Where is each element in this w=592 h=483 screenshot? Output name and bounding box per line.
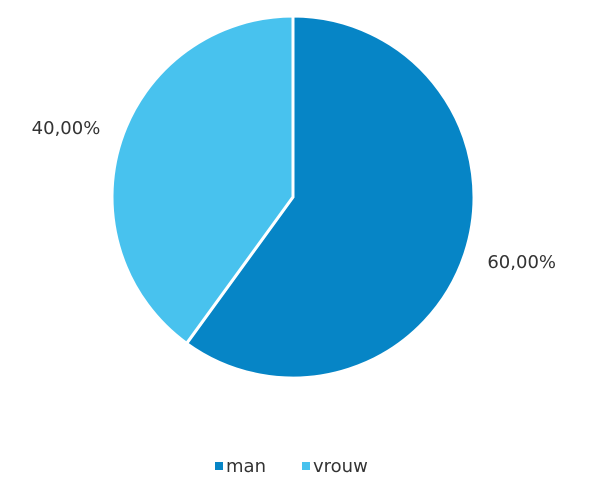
legend-label-man: man xyxy=(226,456,266,477)
legend: man vrouw xyxy=(215,456,368,477)
pie-slices xyxy=(110,14,476,380)
pie-slice-vrouw xyxy=(110,14,295,345)
slice-labels: 60,00% 40,00% xyxy=(32,118,556,273)
legend-item-vrouw: vrouw xyxy=(302,456,368,477)
legend-label-vrouw: vrouw xyxy=(313,456,368,477)
pie-slice-man xyxy=(185,14,476,380)
data-label-vrouw: 40,00% xyxy=(32,118,101,139)
data-label-man: 60,00% xyxy=(487,252,556,273)
legend-swatch-man xyxy=(215,462,223,470)
legend-item-man: man xyxy=(215,456,266,477)
legend-swatch-vrouw xyxy=(302,462,310,470)
